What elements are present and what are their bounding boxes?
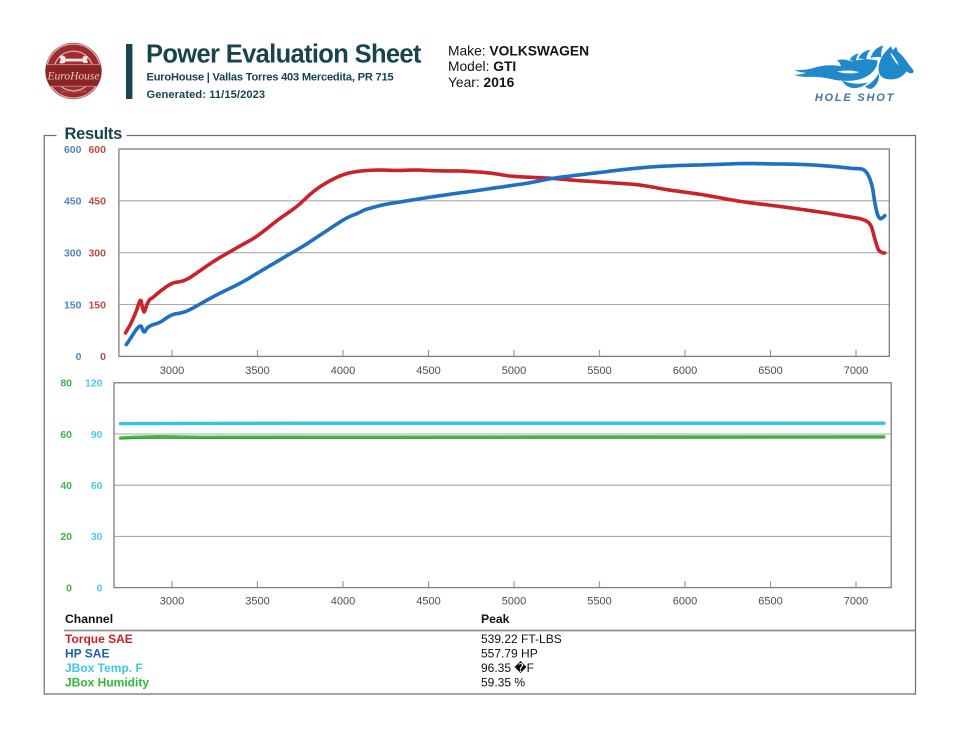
svg-text:3500: 3500 xyxy=(245,365,269,377)
svg-text:600: 600 xyxy=(88,144,106,156)
svg-text:0: 0 xyxy=(100,351,106,363)
svg-text:3500: 3500 xyxy=(245,596,269,608)
svg-text:90: 90 xyxy=(91,429,103,441)
svg-text:5500: 5500 xyxy=(587,596,611,608)
svg-text:150: 150 xyxy=(64,299,82,311)
svg-text:0: 0 xyxy=(97,582,103,594)
svg-text:Torque SAE: Torque SAE xyxy=(65,632,133,646)
svg-text:6500: 6500 xyxy=(758,596,782,608)
svg-text:120: 120 xyxy=(85,378,103,390)
svg-text:HOLE SHOT: HOLE SHOT xyxy=(815,92,895,104)
svg-text:59.35 %: 59.35 % xyxy=(481,675,525,689)
svg-text:4500: 4500 xyxy=(416,365,440,377)
svg-text:EuroHouse | Vallas Torres 403: EuroHouse | Vallas Torres 403 Mercedita,… xyxy=(147,72,394,84)
svg-text:557.79 HP: 557.79 HP xyxy=(481,646,538,660)
svg-text:JBox Temp. F: JBox Temp. F xyxy=(65,661,143,675)
svg-text:7000: 7000 xyxy=(844,596,868,608)
svg-text:150: 150 xyxy=(88,299,106,311)
svg-text:0: 0 xyxy=(76,351,82,363)
svg-text:450: 450 xyxy=(88,196,106,208)
svg-text:Results: Results xyxy=(65,125,123,143)
svg-text:HP SAE: HP SAE xyxy=(65,646,109,660)
svg-text:30: 30 xyxy=(91,531,103,543)
svg-text:Peak: Peak xyxy=(481,612,510,626)
svg-text:JBox Humidity: JBox Humidity xyxy=(65,675,149,689)
svg-text:4500: 4500 xyxy=(416,596,440,608)
svg-text:Power Evaluation Sheet: Power Evaluation Sheet xyxy=(146,41,422,69)
svg-text:450: 450 xyxy=(64,196,82,208)
svg-text:Generated: 11/15/2023: Generated: 11/15/2023 xyxy=(147,89,266,101)
svg-text:3000: 3000 xyxy=(160,365,184,377)
svg-text:AUTO REPAIR: AUTO REPAIR xyxy=(61,90,87,94)
svg-text:6000: 6000 xyxy=(673,365,697,377)
svg-text:96.35 �F: 96.35 �F xyxy=(481,661,534,675)
svg-text:6500: 6500 xyxy=(758,365,782,377)
svg-text:4000: 4000 xyxy=(331,365,355,377)
svg-text:80: 80 xyxy=(60,378,72,390)
svg-text:3000: 3000 xyxy=(160,596,184,608)
svg-text:600: 600 xyxy=(64,144,82,156)
svg-text:Model: GTI: Model: GTI xyxy=(448,59,516,74)
svg-text:Year: 2016: Year: 2016 xyxy=(448,75,515,90)
svg-text:300: 300 xyxy=(88,248,106,260)
svg-text:EuroHouse: EuroHouse xyxy=(47,71,100,83)
svg-text:539.22 FT-LBS: 539.22 FT-LBS xyxy=(481,632,562,646)
svg-text:Channel: Channel xyxy=(65,612,113,626)
svg-text:60: 60 xyxy=(91,480,103,492)
svg-text:20: 20 xyxy=(60,531,72,543)
svg-text:4000: 4000 xyxy=(331,596,355,608)
svg-text:40: 40 xyxy=(60,480,72,492)
svg-text:0: 0 xyxy=(66,582,72,594)
svg-text:300: 300 xyxy=(64,248,82,260)
svg-text:7000: 7000 xyxy=(844,365,868,377)
svg-text:6000: 6000 xyxy=(673,596,697,608)
svg-text:5000: 5000 xyxy=(502,596,526,608)
svg-text:60: 60 xyxy=(60,429,72,441)
svg-text:5500: 5500 xyxy=(587,365,611,377)
svg-text:Make: VOLKSWAGEN: Make: VOLKSWAGEN xyxy=(448,44,589,59)
svg-text:5000: 5000 xyxy=(502,365,526,377)
